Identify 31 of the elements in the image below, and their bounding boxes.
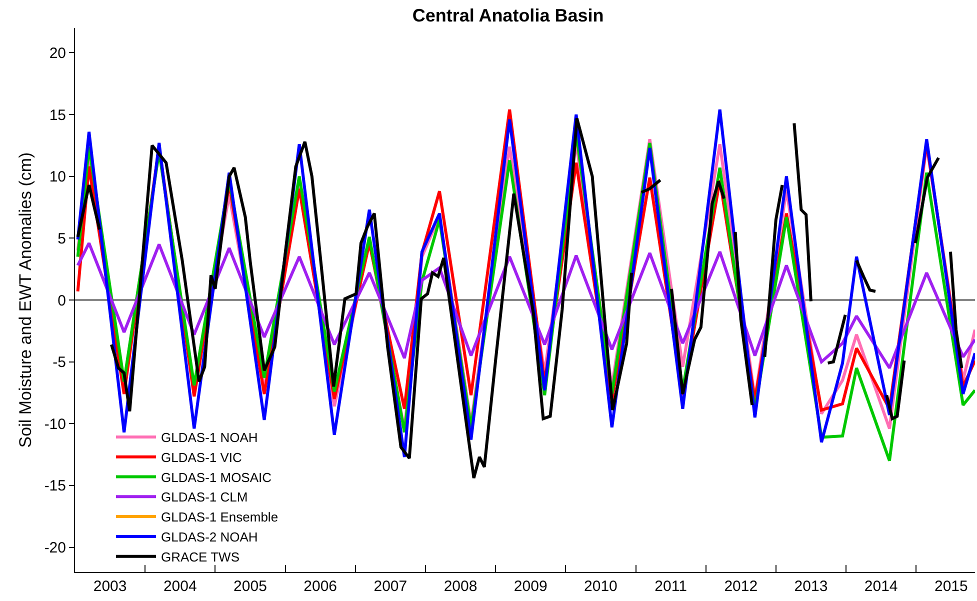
x-tick-label: 2010 <box>584 578 618 595</box>
legend-label: GLDAS-1 VIC <box>161 450 242 465</box>
x-tick-label: 2006 <box>304 578 338 595</box>
y-tick-label: -20 <box>44 540 66 557</box>
y-tick-label: -10 <box>44 416 66 433</box>
x-tick-label: 2012 <box>724 578 758 595</box>
x-tick-label: 2005 <box>234 578 267 595</box>
legend-label: GRACE TWS <box>161 549 240 564</box>
x-tick-label: 2014 <box>864 578 898 595</box>
y-tick-label: 5 <box>58 230 66 248</box>
x-tick-label: 2003 <box>93 578 127 595</box>
x-tick-label: 2004 <box>163 578 197 595</box>
chart-title: Central Anatolia Basin <box>412 6 604 26</box>
y-tick-label: 0 <box>58 292 66 310</box>
x-tick-label: 2015 <box>934 578 968 595</box>
x-tick-label: 2009 <box>514 578 548 595</box>
y-tick-label: 20 <box>49 44 66 62</box>
legend-label: GLDAS-1 MOSAIC <box>161 470 272 485</box>
legend-label: GLDAS-1 NOAH <box>161 430 258 446</box>
x-tick-label: 2011 <box>654 578 687 595</box>
legend-label: GLDAS-1 Ensemble <box>161 510 278 525</box>
x-tick-label: 2008 <box>444 578 478 595</box>
y-axis-title: Soil Moisture and EWT Anomalies (cm) <box>16 152 35 448</box>
legend-label: GLDAS-1 CLM <box>161 490 248 505</box>
y-tick-label: 10 <box>49 168 66 186</box>
y-tick-label: -15 <box>44 478 66 495</box>
legend-label: GLDAS-2 NOAH <box>161 530 258 545</box>
y-tick-label: 15 <box>49 106 66 124</box>
x-tick-label: 2013 <box>794 578 828 595</box>
y-tick-label: -5 <box>52 354 66 372</box>
x-tick-label: 2007 <box>374 578 408 595</box>
